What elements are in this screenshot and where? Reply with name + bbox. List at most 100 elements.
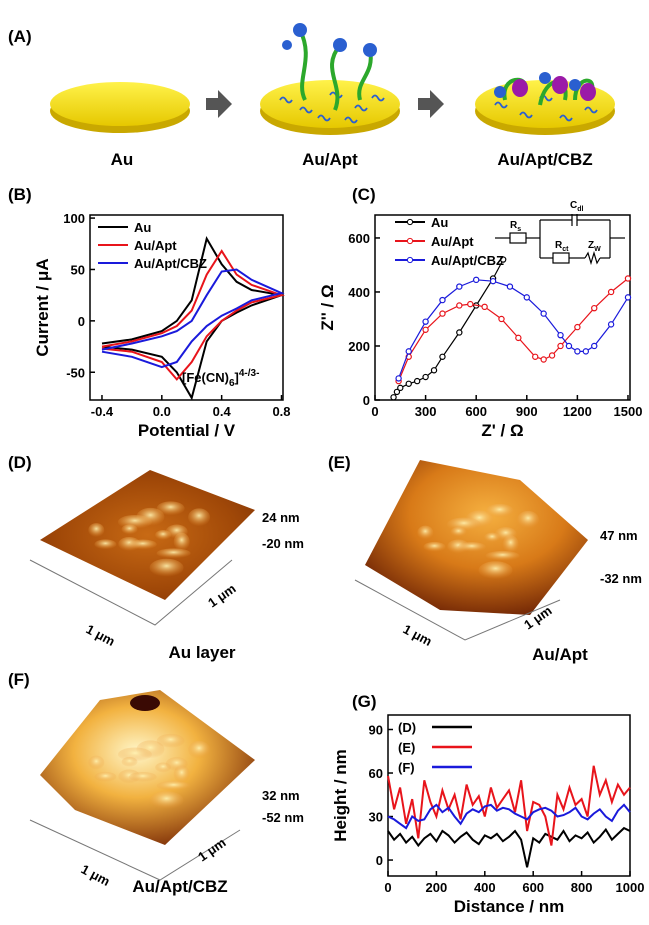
data-point [566, 343, 571, 348]
y-tick-label: 0 [363, 393, 370, 408]
data-point [592, 343, 597, 348]
data-point [423, 374, 428, 379]
y-axis-label: Height / nm [331, 749, 350, 842]
z-label: -52 nm [262, 810, 304, 825]
z-label: -20 nm [262, 536, 304, 551]
afm-feature [157, 781, 191, 791]
afm-feature [129, 539, 157, 549]
scale-label: 1 μm [205, 581, 238, 611]
afm-surface [365, 460, 588, 615]
x-tick-label: 1200 [563, 404, 592, 419]
y-axis-label: Current / μA [33, 258, 52, 356]
data-point [457, 284, 462, 289]
afm-feature [130, 695, 160, 711]
data-point [440, 311, 445, 316]
data-point [625, 295, 630, 300]
afm-feature [122, 524, 138, 534]
series-line [388, 805, 630, 828]
x-tick-label: 600 [465, 404, 487, 419]
legend-label: (D) [398, 720, 416, 735]
data-point [423, 327, 428, 332]
data-point [391, 395, 396, 400]
afm-caption: Au layer [168, 643, 235, 662]
plot: 020040060080010000306090Distance / nmHei… [331, 715, 644, 916]
data-point [541, 357, 546, 362]
scale-label: 1 μm [79, 861, 113, 888]
plot-frame [388, 715, 630, 876]
data-point [482, 304, 487, 309]
y-tick-label: 60 [369, 766, 383, 781]
afm-feature [495, 527, 517, 541]
afm-feature [94, 772, 116, 782]
circuit-subscript: dl [577, 206, 583, 213]
afm-feature [88, 756, 104, 770]
panel-label: (E) [328, 453, 351, 472]
y-tick-label: 200 [348, 339, 370, 354]
afm-feature [150, 791, 184, 809]
circuit-symbol: C [570, 200, 577, 211]
y-tick-label: 0 [78, 314, 85, 329]
y-tick-label: 600 [348, 231, 370, 246]
afm-feature [423, 542, 445, 552]
afm-feature [94, 539, 116, 549]
scale-label: 1 μm [195, 835, 228, 865]
figure: (A)AuAu/AptAu/Apt/CBZ(D)24 nm-20 nm1 μm1… [0, 0, 649, 920]
legend-label: Au/Apt [134, 238, 177, 253]
data-point [398, 385, 403, 390]
scale-label: 1 μm [401, 621, 435, 648]
series-line [388, 766, 630, 846]
annotation: [Fe(CN)6]4-/3- [182, 368, 259, 389]
data-point [549, 353, 554, 358]
data-point [558, 333, 563, 338]
data-point [541, 311, 546, 316]
annotation-part: [Fe(CN) [182, 370, 229, 385]
x-tick-label: 600 [522, 880, 544, 895]
data-point [406, 381, 411, 386]
data-point [423, 319, 428, 324]
x-tick-label: 300 [415, 404, 437, 419]
data-point [490, 279, 495, 284]
series-line [399, 280, 628, 379]
circuit-label: Cdl [570, 200, 584, 213]
afm-feature [166, 757, 188, 771]
x-tick-label: 900 [516, 404, 538, 419]
data-point [575, 324, 580, 329]
x-tick-label: 1000 [616, 880, 645, 895]
panel-label: (A) [8, 27, 32, 46]
data-point [396, 376, 401, 381]
y-tick-label: 50 [71, 262, 85, 277]
legend-label: Au/Apt [431, 234, 474, 249]
data-point [499, 316, 504, 321]
legend-label: Au/Apt/CBZ [431, 253, 504, 268]
caption: Au [111, 150, 134, 169]
x-tick-label: 0.8 [272, 404, 290, 419]
afm-feature [417, 526, 433, 540]
data-point [431, 368, 436, 373]
legend-label: Au/Apt/CBZ [134, 256, 207, 271]
afm-feature [157, 501, 185, 515]
data-point [440, 354, 445, 359]
x-tick-label: 200 [426, 880, 448, 895]
afm-feature [458, 542, 486, 552]
data-point [474, 277, 479, 282]
afm-feature [451, 527, 467, 537]
panel-label: (F) [8, 670, 30, 689]
caption: Au/Apt/CBZ [497, 150, 592, 169]
afm-feature [150, 559, 184, 577]
data-point [592, 306, 597, 311]
x-axis-label: Distance / nm [454, 897, 565, 916]
y-tick-label: 0 [376, 853, 383, 868]
x-tick-label: 0 [371, 404, 378, 419]
data-point [468, 302, 473, 307]
data-point [558, 343, 563, 348]
data-point [516, 335, 521, 340]
x-axis-label: Z' / Ω [481, 421, 523, 440]
data-point [415, 378, 420, 383]
data-point [583, 349, 588, 354]
x-tick-label: 0.4 [213, 404, 232, 419]
circuit-label: Rs [510, 220, 521, 233]
afm-feature [188, 741, 210, 759]
circuit-subscript: ct [562, 246, 569, 253]
